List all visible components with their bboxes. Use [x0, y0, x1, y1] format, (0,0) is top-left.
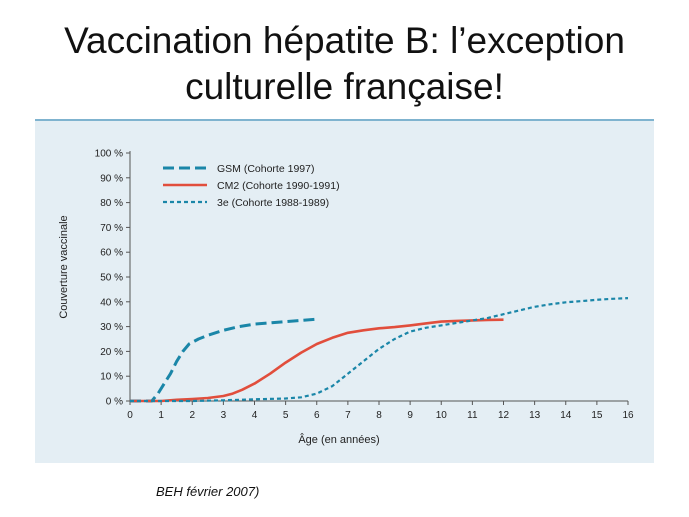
x-tick-label: 4: [252, 410, 258, 421]
legend-label-1: GSM (Cohorte 1997): [217, 163, 314, 175]
x-tick-label: 0: [127, 410, 133, 421]
x-tick-label: 10: [436, 410, 448, 421]
x-axis-label: Âge (en années): [298, 433, 379, 446]
y-tick-label: 10 %: [100, 372, 123, 383]
y-tick-label: 90 %: [100, 173, 123, 184]
x-tick-label: 13: [529, 410, 541, 421]
chart-panel: 0 % 10 % 20 % 30 % 40 % 50 % 60 % 70 % 80 % 90 % 1…: [35, 119, 654, 463]
y-tick-label: 20 %: [100, 347, 123, 358]
x-tick-label: 14: [560, 410, 572, 421]
y-tick-label: 100 %: [95, 149, 123, 160]
series-lines: [130, 297, 629, 403]
y-axis-label: Couverture vaccinale: [58, 215, 70, 318]
y-tick-label: 40 %: [100, 297, 123, 308]
x-tick-label: 16: [622, 410, 634, 421]
x-tick-label: 3: [221, 410, 227, 421]
slide-title-line-1: Vaccination hépatite B: l’exception: [64, 20, 625, 61]
slide-title: Vaccination hépatite B: l’exception cult…: [0, 18, 689, 110]
x-tick-label: 6: [314, 410, 320, 421]
x-tick-label: 2: [189, 410, 195, 421]
x-tick-label: 1: [158, 410, 164, 421]
x-tick-label: 8: [376, 410, 382, 421]
series-line-3: [130, 297, 629, 403]
series-line-1: [130, 317, 317, 403]
x-tick-label: 5: [283, 410, 289, 421]
y-tick-label: 80 %: [100, 198, 123, 209]
y-tick-label: 50 %: [100, 273, 123, 284]
x-tick-label: 11: [467, 410, 478, 421]
vaccination-coverage-chart: 0 % 10 % 20 % 30 % 40 % 50 % 60 % 70 % 80 % 90 % 1…: [58, 149, 634, 447]
series-line-2: [130, 318, 504, 403]
y-tick-label: 30 %: [100, 322, 123, 333]
source-citation: BEH février 2007): [156, 484, 260, 499]
x-tick-label: 12: [498, 410, 510, 421]
x-tick-label: 9: [407, 410, 413, 421]
slide-title-line-2: culturelle française!: [185, 66, 504, 107]
legend-label-2: CM2 (Cohorte 1990-1991): [217, 180, 340, 192]
y-tick-label: 60 %: [100, 248, 123, 259]
x-tick-label: 15: [591, 410, 603, 421]
y-tick-label: 70 %: [100, 223, 123, 234]
legend: GSM (Cohorte 1997) CM2 (Cohorte 1990-1991…: [163, 163, 340, 209]
x-tick-label: 7: [345, 410, 351, 421]
axes: 0 % 10 % 20 % 30 % 40 % 50 % 60 % 70 % 80 % 90 % 1…: [58, 149, 634, 447]
legend-label-3: 3e (Cohorte 1988-1989): [217, 197, 329, 209]
y-tick-label: 0 %: [106, 397, 123, 408]
